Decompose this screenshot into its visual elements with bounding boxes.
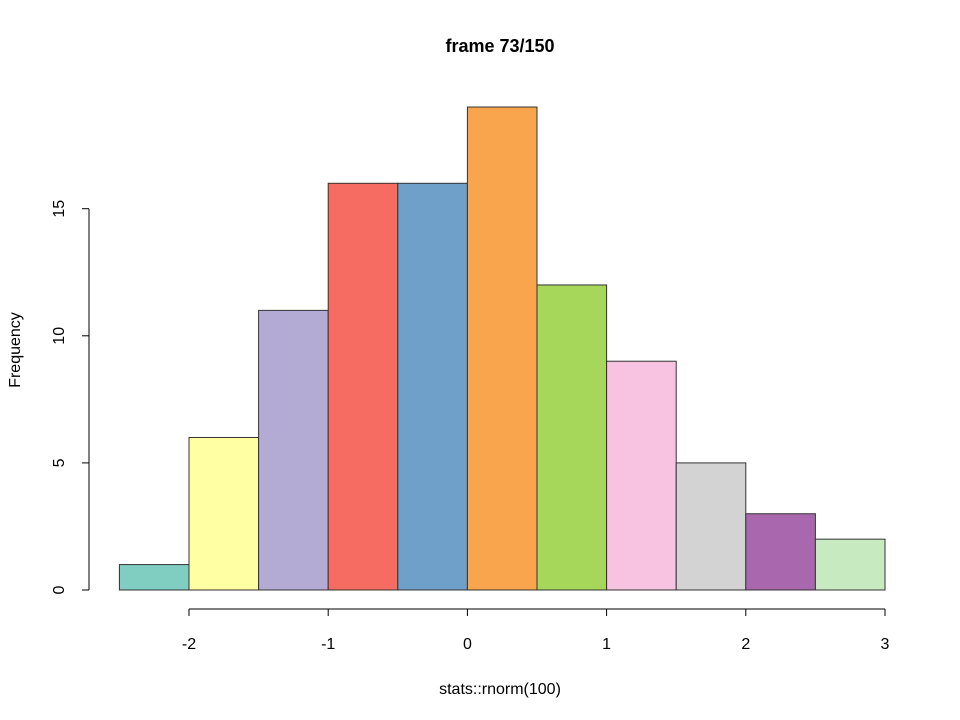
y-tick-label: 15 — [51, 200, 68, 218]
histogram-bar — [745, 513, 816, 591]
histogram-bar — [327, 182, 399, 591]
x-axis: -2 -1 0 1 2 3 — [182, 608, 890, 653]
y-tick-label: 0 — [51, 585, 68, 594]
x-tick-label: 2 — [741, 636, 750, 653]
chart-title: frame 73/150 — [445, 36, 554, 56]
histogram-bar — [675, 462, 747, 591]
histogram-bar — [536, 284, 608, 591]
histogram-bar — [258, 309, 329, 591]
bars-group — [118, 106, 886, 591]
x-axis-label: stats::rnorm(100) — [439, 681, 561, 698]
histogram-bar — [606, 360, 677, 591]
x-tick-label: 1 — [602, 636, 611, 653]
y-axis: 0 5 10 15 — [51, 200, 90, 594]
y-axis-label: Frequency — [7, 312, 24, 388]
histogram-bar — [188, 436, 260, 591]
x-tick-label: -2 — [182, 636, 196, 653]
histogram-bar — [397, 182, 468, 591]
histogram-bar — [466, 106, 538, 591]
x-tick-label: -1 — [321, 636, 335, 653]
x-tick-label: 3 — [881, 636, 890, 653]
histogram-bar — [814, 538, 886, 591]
histogram-bar — [118, 564, 190, 591]
x-tick-label: 0 — [463, 636, 472, 653]
y-tick-label: 10 — [51, 327, 68, 345]
y-tick-label: 5 — [51, 458, 68, 467]
